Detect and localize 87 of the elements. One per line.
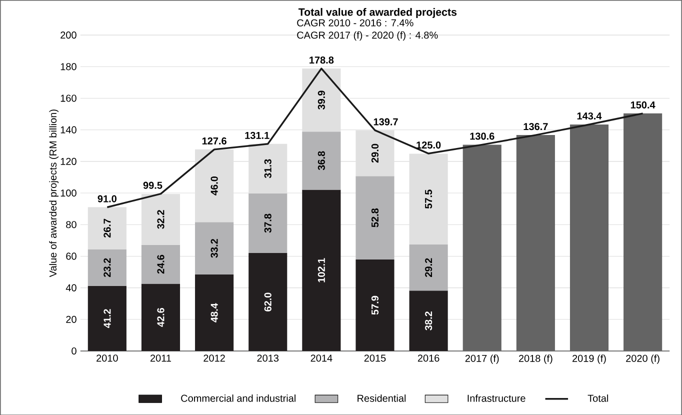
bar xyxy=(409,244,448,290)
bar xyxy=(195,274,234,351)
data-label: 33.2 xyxy=(210,238,218,258)
bar xyxy=(302,131,341,190)
data-label: 42.6 xyxy=(157,308,164,327)
x-tick-label: 2016 xyxy=(418,354,440,362)
data-label: 127.6 xyxy=(202,137,226,144)
data-label: 130.6 xyxy=(470,132,494,140)
data-label: 29.2 xyxy=(425,258,432,277)
bar xyxy=(88,286,126,351)
bar xyxy=(248,144,288,194)
y-tick-label: 180 xyxy=(60,62,76,70)
data-label: 24.6 xyxy=(157,254,164,274)
legend-label: Infrastructure xyxy=(468,394,526,402)
y-axis-title: Value of awarded projects (RM billion) xyxy=(49,109,59,277)
bar xyxy=(356,176,394,260)
data-label: 26.7 xyxy=(104,218,111,238)
y-tick-label: 100 xyxy=(60,189,76,196)
x-tick-label: 2011 xyxy=(150,354,172,362)
data-label: 41.2 xyxy=(104,308,111,328)
data-label: 52.8 xyxy=(371,208,379,228)
data-label: 131.1 xyxy=(245,132,270,139)
bar xyxy=(570,124,609,351)
bar xyxy=(141,194,180,245)
bar xyxy=(141,244,180,284)
bar xyxy=(248,252,288,351)
data-label: 32.2 xyxy=(157,210,164,229)
bar xyxy=(88,249,126,286)
data-label: 91.0 xyxy=(98,195,116,202)
data-label: 102.1 xyxy=(318,258,325,282)
y-tick-label: 120 xyxy=(60,158,76,165)
text: CAGR 2010 - 2016 : 7.4% xyxy=(297,19,414,26)
bar xyxy=(409,154,448,244)
data-label: 23.2 xyxy=(104,258,111,277)
x-tick-label: 2012 xyxy=(204,354,225,362)
x-tick-label: 2014 xyxy=(310,354,332,362)
data-label: 150.4 xyxy=(630,101,656,108)
bar xyxy=(462,144,502,351)
data-label: 38.2 xyxy=(425,311,432,330)
data-label: 57.5 xyxy=(425,189,432,208)
bar xyxy=(88,206,126,250)
y-tick-label: 80 xyxy=(66,220,76,228)
bar xyxy=(248,193,288,253)
data-label: 46.0 xyxy=(210,176,218,196)
data-label: 62.0 xyxy=(264,292,272,312)
data-label: 125.0 xyxy=(416,141,441,148)
y-tick-label: 160 xyxy=(60,94,76,102)
data-label: 29.0 xyxy=(371,144,379,162)
y-tick-label: 0 xyxy=(72,347,76,354)
y-tick-label: 60 xyxy=(66,252,76,260)
x-tick-label: 2019 (f) xyxy=(572,354,606,364)
bar xyxy=(356,130,394,176)
bar xyxy=(302,68,341,132)
data-label: 39.9 xyxy=(318,90,325,110)
bar xyxy=(356,259,394,351)
chart-title: Total value of awarded projects xyxy=(298,8,457,18)
y-tick-label: 20 xyxy=(66,316,76,323)
data-label: 57.9 xyxy=(371,296,379,314)
x-tick-label: 2015 xyxy=(364,354,386,362)
bar xyxy=(195,149,234,222)
annotation: CAGR 2017 (f) - 2020 (f) : 4.8% xyxy=(297,31,438,40)
legend-label: Total xyxy=(588,394,608,402)
y-tick-label: 40 xyxy=(66,284,76,292)
y-tick-label: 200 xyxy=(60,31,76,38)
bar xyxy=(624,113,662,351)
bar xyxy=(516,134,555,351)
data-label: 139.7 xyxy=(374,118,398,126)
data-label: 178.8 xyxy=(310,56,334,64)
data-label: 36.8 xyxy=(318,151,325,170)
data-label: 37.8 xyxy=(264,214,272,233)
x-tick-label: 2013 xyxy=(257,354,279,362)
data-label: 48.4 xyxy=(210,302,218,322)
bar xyxy=(409,290,448,351)
data-label: 136.7 xyxy=(524,122,548,130)
x-tick-label: 2010 xyxy=(96,354,118,362)
legend-label: Residential xyxy=(358,394,406,402)
x-tick-label: 2018 (f) xyxy=(518,354,552,364)
bar xyxy=(141,284,180,351)
x-tick-label: 2020 (f) xyxy=(626,354,660,364)
legend-label: Commercial and industrial xyxy=(181,394,296,402)
x-tick-label: 2017 (f) xyxy=(465,354,499,364)
y-tick-label: 140 xyxy=(60,126,76,134)
data-label: 143.4 xyxy=(577,112,602,120)
bar xyxy=(195,222,234,274)
data-label: 99.5 xyxy=(143,182,162,189)
bar xyxy=(302,190,341,351)
data-label: 31.3 xyxy=(264,159,272,178)
